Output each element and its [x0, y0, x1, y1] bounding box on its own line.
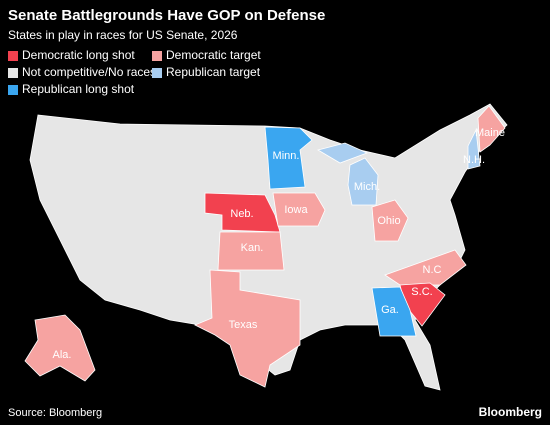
title: Senate Battlegrounds Have GOP on Defense [8, 7, 325, 24]
state-label: Minn. [273, 150, 300, 162]
legend-label: Democratic long shot [22, 48, 135, 62]
legend-label: Republican target [166, 65, 261, 79]
legend-swatch [152, 51, 162, 61]
legend-label: Republican long shot [22, 82, 135, 96]
legend: Democratic long shot Democratic target Not… [8, 48, 261, 96]
state-label: S.C. [411, 286, 432, 298]
state-label: Kan. [241, 242, 264, 254]
state [371, 199, 409, 242]
state-label: Neb. [230, 208, 253, 220]
state-label: Ala. [53, 349, 72, 361]
state [477, 105, 506, 153]
state-label: N.C [423, 264, 442, 276]
legend-swatch [8, 68, 18, 78]
state [24, 314, 96, 382]
state-label: Texas [229, 319, 258, 331]
state [194, 269, 301, 388]
state-label: Ga. [381, 304, 399, 316]
state [272, 192, 326, 227]
source: Source: Bloomberg [8, 407, 102, 419]
subtitle: States in play in races for US Senate, 2… [8, 28, 238, 42]
state [204, 192, 281, 233]
state [467, 128, 481, 170]
state-label: Iowa [284, 204, 308, 216]
state-label: Ohio [377, 215, 400, 227]
legend-label: Democratic target [166, 48, 261, 62]
state [371, 286, 417, 337]
legend-swatch [8, 85, 18, 95]
state-label: N.H. [463, 154, 485, 166]
state [217, 231, 285, 271]
state [384, 249, 467, 286]
legend-label: Not competitive/No races [22, 65, 156, 79]
legend-swatch [8, 51, 18, 61]
state-label: Mich. [354, 181, 380, 193]
brand: Bloomberg [479, 405, 542, 419]
legend-swatch [152, 68, 162, 78]
state-label: Maine [475, 127, 505, 139]
state [264, 126, 313, 190]
state [316, 142, 379, 206]
